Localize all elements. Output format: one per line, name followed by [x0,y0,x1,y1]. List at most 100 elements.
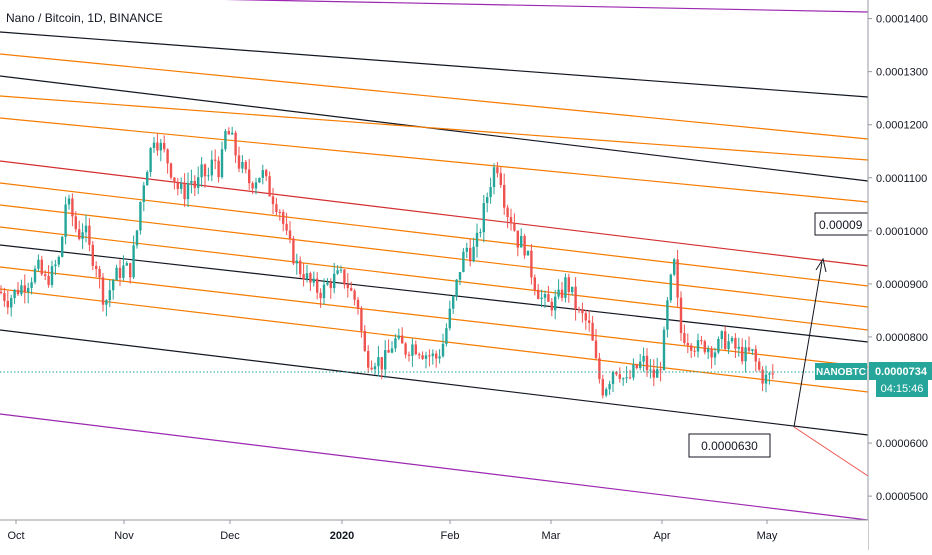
candle-body [122,265,125,278]
candle-body [135,230,139,246]
candle-body [10,298,13,308]
candle-body [343,269,346,285]
candle-body [673,259,676,275]
candle-body [101,277,105,305]
x-tick-label: Nov [114,530,134,542]
annotations: 0.0000630 0.00009 [0,212,876,477]
candle-body [482,203,485,233]
candle-body [615,371,618,375]
candle-body [438,356,441,359]
candle-body [605,389,608,396]
candle-body [414,344,417,355]
orange-line-7 [0,266,869,368]
candle-body [275,204,278,212]
candle-body [713,352,717,358]
candle-body [571,286,574,293]
countdown-badge [876,380,928,397]
candle-body [6,300,9,308]
candle-body [523,235,526,256]
candle-body [598,358,601,380]
candle-body [550,301,553,311]
orange-line-3 [0,117,869,203]
candle-body [547,294,550,302]
candle-body [146,172,149,186]
candle-body [771,373,774,375]
candle-body [23,285,26,293]
candle-body [152,142,156,149]
candle-body [479,232,482,234]
annotation-high-label: 0.00009 [819,218,863,232]
candle-body [166,149,169,164]
orange-line-2 [0,95,869,161]
candle-body [656,369,659,378]
candle-body [305,273,309,280]
candle-body [254,182,258,189]
candle-body [737,346,740,349]
candle-body [234,132,237,156]
projection-arrow-down [793,426,869,477]
x-tick-label: Mar [542,530,561,542]
x-tick-label: Dec [220,530,240,542]
candle-body [217,160,220,178]
candle-body [649,369,652,371]
orange-line-8 [0,288,869,393]
candle-body [768,373,771,375]
candle-body [203,164,207,177]
candle-body [499,173,502,186]
candle-body [516,230,519,248]
candle-body [142,185,145,203]
candle-body [751,349,754,351]
candle-body [98,269,101,278]
candle-body [540,297,543,299]
candle-body [506,207,509,218]
candle-body [645,355,649,371]
candle-body [577,309,581,311]
candle-body [509,217,513,224]
candle-body [81,232,84,239]
candle-body [435,353,438,359]
candle-body [149,148,152,173]
candle-body [764,374,768,384]
candle-body [452,296,455,309]
purple-channel-bottom [0,413,869,521]
candle-body [16,289,20,295]
candle-body [503,185,506,208]
candle-body [186,183,190,200]
x-tick-label: 2020 [330,530,354,542]
candle-body [513,223,516,231]
candle-body [268,176,271,197]
candle-body [530,250,533,278]
candle-body [207,175,210,177]
candle-body [370,367,373,370]
candle-body [95,265,98,270]
black-channel-lower [0,329,869,436]
x-tick-label: May [757,530,778,542]
candle-body [108,290,111,301]
candle-body [707,348,710,353]
candle-body [13,289,16,299]
candle-body [139,202,142,231]
candle-body [465,247,468,252]
candle-body [200,164,203,178]
candle-body [57,256,60,265]
x-tick-label: Apr [653,530,670,542]
candle-body [384,350,387,370]
candle-body [401,335,404,344]
candle-body [496,167,499,174]
candle-body [639,361,642,369]
y-tick-label: 0.0000500 [876,491,928,503]
candle-body [418,354,421,356]
candle-body [526,250,530,256]
candle-body [112,280,115,291]
candle-body [326,282,329,285]
candle-body [54,264,57,267]
candle-body [105,300,108,305]
last-price-label: 0.0000734 [875,366,928,378]
candle-body [696,340,700,352]
candle-body [489,187,492,198]
candle-body [754,349,757,362]
candle-body [360,308,363,331]
candle-body [686,343,689,346]
